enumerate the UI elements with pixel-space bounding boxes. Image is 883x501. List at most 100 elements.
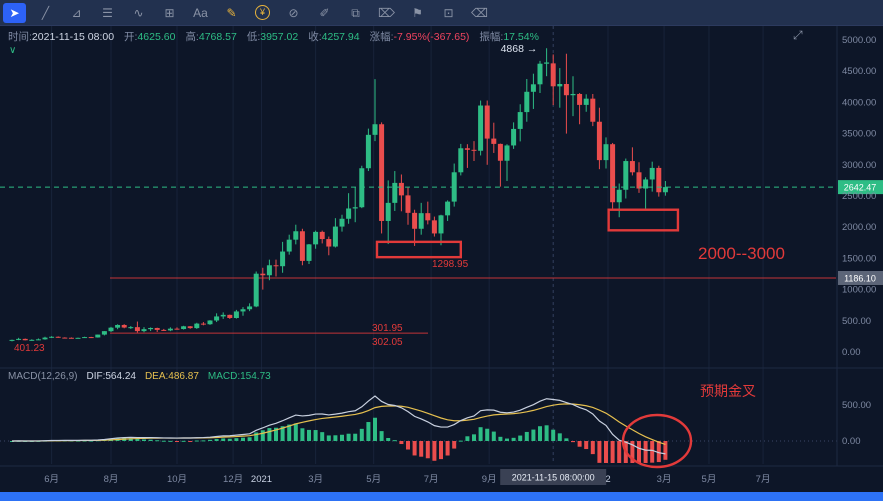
- macd-histogram-bar: [346, 433, 351, 441]
- macd-histogram-bar: [524, 431, 529, 441]
- macd-histogram-bar: [445, 441, 450, 456]
- candle-body: [405, 195, 411, 213]
- infobar-field: 高:4768.57: [185, 29, 236, 44]
- candle-body: [134, 327, 140, 332]
- infobar-field: 涨幅:-7.95%(-367.65): [370, 29, 470, 44]
- candle-body: [42, 337, 48, 340]
- infobar-field-label: 开:: [124, 31, 138, 43]
- macd-histogram-bar: [293, 423, 298, 441]
- price-tick-label: 4000.00: [842, 97, 876, 108]
- drawn-text[interactable]: 401.23: [14, 343, 45, 354]
- candle-body: [68, 337, 74, 339]
- macd-histogram-bar: [590, 441, 595, 455]
- macd-histogram-bar: [280, 426, 285, 441]
- macd-histogram-bar: [340, 434, 344, 441]
- candle-body: [544, 62, 550, 64]
- drawn-text[interactable]: 1298.95: [432, 259, 469, 270]
- macd-histogram-bar: [392, 440, 397, 442]
- drawn-text[interactable]: 302.05: [372, 337, 403, 348]
- candle-body: [445, 201, 451, 216]
- candle-body: [108, 327, 114, 332]
- pattern-box-tool[interactable]: ⊞: [158, 3, 181, 23]
- pointer-tool[interactable]: ➤: [3, 2, 26, 23]
- wave-tool[interactable]: ∿: [127, 3, 150, 23]
- candle-body: [141, 329, 147, 332]
- flag-tool[interactable]: ⚑: [406, 3, 429, 23]
- drawing-toolbar: ➤ ╱ ⊿ ☰ ∿ ⊞ Aa ✎ ¥ ⊘ ✐ ⧉ ⌦ ⚑ ⊡ ⌫: [0, 0, 883, 26]
- candle-body: [596, 121, 602, 161]
- time-tick-label: 7月: [756, 474, 771, 485]
- infobar-field-value: 3957.02: [260, 31, 299, 43]
- candle-body: [174, 328, 180, 330]
- infobar-field-value: 2021-11-15 08:00: [31, 31, 115, 43]
- ohlc-infobar: 时间:2021-11-15 08:00 开:4625.60 高:4768.57 低:3…: [8, 29, 539, 44]
- infobar-field-value: 17.54%: [503, 31, 539, 43]
- candle-body: [207, 320, 213, 325]
- candle-body: [643, 179, 649, 189]
- eraser-tool[interactable]: ⊘: [282, 3, 305, 23]
- price-note-tool-icon: ¥: [255, 5, 270, 20]
- candle-body: [227, 314, 233, 318]
- candle-body: [484, 105, 490, 139]
- candle-body: [431, 220, 437, 234]
- price-tick-label: 3500.00: [842, 129, 876, 140]
- measure-line-tool-icon: ⊿: [71, 5, 82, 20]
- edit-order-tool[interactable]: ⊡: [437, 3, 460, 23]
- macd-histogram-bar: [531, 429, 536, 441]
- candle-body: [280, 251, 286, 267]
- marker-pen-tool[interactable]: ✎: [220, 3, 243, 23]
- collapse-chevron-icon[interactable]: ∨: [9, 45, 17, 56]
- macd-histogram-bar: [188, 441, 193, 442]
- macd-histogram-bar: [359, 428, 364, 441]
- text-tool[interactable]: Aa: [189, 3, 212, 23]
- macd-tick-label: 0.00: [842, 436, 861, 447]
- candle-body: [379, 124, 385, 221]
- macd-histogram-bar: [168, 440, 173, 442]
- candle-body: [286, 239, 292, 252]
- price-axis[interactable]: [837, 26, 883, 466]
- macd-histogram-bar: [326, 435, 331, 441]
- drawn-rectangle[interactable]: [375, 240, 463, 259]
- trend-line-tool[interactable]: ╱: [34, 3, 57, 23]
- macd-histogram-bar: [538, 426, 542, 441]
- pattern-box-tool-icon: ⊞: [164, 5, 175, 20]
- infobar-field-label: 振幅:: [479, 31, 504, 43]
- fib-retracement-tool[interactable]: ☰: [96, 3, 119, 23]
- time-axis[interactable]: [0, 466, 883, 492]
- drawn-text[interactable]: 预期金叉: [700, 383, 756, 399]
- drawn-ellipse[interactable]: [621, 413, 693, 469]
- drawn-text[interactable]: 2000--3000: [698, 244, 785, 263]
- candle-body: [88, 337, 94, 339]
- measure-line-tool[interactable]: ⊿: [65, 3, 88, 23]
- chart-canvas[interactable]: 2642.47 1186.10 5000.00 4500.00 4000.00 3500.…: [0, 26, 883, 492]
- macd-tick-label: 500.00: [842, 400, 871, 411]
- candle-body: [167, 328, 173, 331]
- candle-body: [438, 215, 444, 234]
- macd-histogram-bar: [465, 436, 470, 441]
- delete-drawing-tool[interactable]: ⌦: [375, 3, 398, 23]
- candle-body: [471, 149, 477, 151]
- price-note-tool[interactable]: ¥: [251, 3, 274, 23]
- candle-body: [49, 336, 55, 338]
- candle-body: [662, 187, 668, 193]
- edit-order-tool-icon: ⊡: [443, 5, 454, 20]
- drawn-rectangle[interactable]: [607, 208, 680, 232]
- link-tool[interactable]: ⧉: [344, 3, 367, 23]
- macd-histogram-bar: [241, 437, 245, 441]
- pencil-tool[interactable]: ✐: [313, 3, 336, 23]
- infobar-field: 时间:2021-11-15 08:00: [8, 29, 114, 44]
- time-tick-label: 2021: [251, 474, 272, 485]
- macd-histogram-bar: [432, 441, 437, 461]
- candle-body: [359, 168, 365, 208]
- timeline-scrollbar[interactable]: [0, 492, 883, 501]
- trash-tool[interactable]: ⌫: [468, 3, 491, 23]
- candle-body: [62, 337, 68, 339]
- candle-body: [115, 324, 121, 328]
- drawn-text[interactable]: 301.95: [372, 323, 403, 334]
- eraser-tool-icon: ⊘: [288, 5, 299, 20]
- macd-histogram-bar: [307, 429, 311, 441]
- expand-icon[interactable]: ⤢: [793, 28, 803, 42]
- drawn-line-price-badge-label: 1186.10: [844, 273, 876, 283]
- candle-body: [603, 144, 609, 161]
- macd-histogram-bar: [366, 422, 371, 441]
